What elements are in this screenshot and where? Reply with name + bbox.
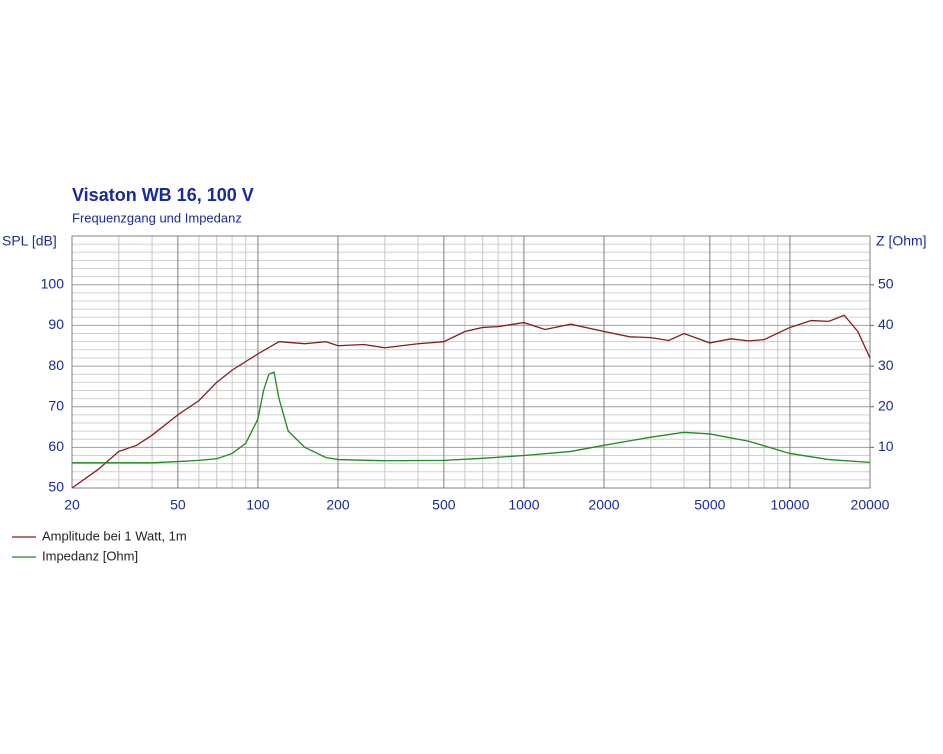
series-line <box>71 314 871 489</box>
y2-tick-label: 50 <box>878 275 894 291</box>
y-tick-label: 60 <box>48 438 64 454</box>
y-tick-label: 100 <box>41 275 65 291</box>
x-tick-label: 100 <box>246 497 270 513</box>
y-tick-label: 70 <box>48 397 64 413</box>
y-axis-label: SPL [dB] <box>2 233 57 249</box>
y2-axis-label: Z [Ohm] <box>876 233 927 249</box>
chart-title: Visaton WB 16, 100 V <box>72 185 254 205</box>
y2-tick-label: 30 <box>878 357 894 373</box>
y-tick-label: 90 <box>48 316 64 332</box>
legend-label: Impedanz [Ohm] <box>42 548 138 563</box>
y2-tick-label: 40 <box>878 316 894 332</box>
x-tick-label: 2000 <box>588 497 619 513</box>
plot-frame <box>71 235 871 489</box>
x-tick-label: 1000 <box>508 497 539 513</box>
chart-subtitle: Frequenzgang und Impedanz <box>72 210 242 225</box>
x-tick-label: 50 <box>170 497 186 513</box>
x-tick-label: 500 <box>432 497 456 513</box>
x-tick-label: 200 <box>326 497 350 513</box>
x-tick-label: 5000 <box>694 497 725 513</box>
x-tick-label: 20000 <box>851 497 890 513</box>
y2-tick-label: 20 <box>878 397 894 413</box>
x-tick-label: 20 <box>64 497 80 513</box>
y-tick-label: 80 <box>48 357 64 373</box>
series-line <box>72 371 871 464</box>
y2-tick-label: 10 <box>878 438 894 454</box>
x-tick-label: 10000 <box>770 497 809 513</box>
legend-label: Amplitude bei 1 Watt, 1m <box>42 528 187 543</box>
y-tick-label: 50 <box>48 479 64 495</box>
